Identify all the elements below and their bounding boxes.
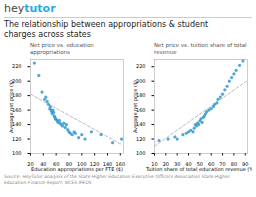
svg-text:Average net price ($): Average net price ($) (132, 80, 139, 133)
svg-text:220: 220 (136, 63, 146, 69)
svg-text:60: 60 (208, 161, 215, 168)
svg-text:10: 10 (151, 161, 158, 168)
html-text:charges across states: charges across states (4, 29, 91, 39)
svg-text:Tuition share of total educati: Tuition share of total education revenue… (145, 166, 252, 172)
svg-text:200: 200 (136, 77, 146, 84)
svg-text:70: 70 (219, 161, 226, 168)
svg-text:Education appropriations per F: Education appropriations per FTE ($) (31, 166, 123, 173)
svg-text:120: 120 (136, 136, 146, 142)
svg-text:Average net price ($): Average net price ($) (8, 80, 15, 133)
svg-text:200: 200 (12, 77, 22, 84)
svg-text:220: 220 (12, 63, 22, 69)
html-text:100 120 140 160: 100 120 140 160 (77, 161, 126, 168)
svg-text:40: 40 (185, 161, 192, 168)
svg-text:140: 140 (12, 121, 22, 128)
svg-text:180: 180 (136, 92, 146, 99)
svg-text:180: 180 (12, 92, 22, 99)
svg-text:100: 100 (136, 150, 146, 156)
svg-text:100: 100 (12, 150, 22, 156)
svg-text:160: 160 (12, 106, 22, 113)
svg-text:140: 140 (136, 121, 146, 128)
svg-text:60: 60 (53, 161, 60, 168)
svg-text:120: 120 (12, 136, 22, 142)
html-text:Net price vs. tuition share of: Net price vs. tuition share of total rev… (154, 42, 247, 55)
svg-text:160: 160 (136, 106, 146, 113)
svg-text:30: 30 (174, 161, 181, 168)
svg-text:50: 50 (196, 161, 204, 168)
svg-text:40: 40 (40, 161, 47, 168)
html-text:hey tutor: hey tutor (4, 2, 56, 15)
svg-text:80: 80 (230, 161, 238, 168)
html-text:Net price vs. education approp: Net price vs. education appropriations (30, 42, 94, 55)
svg-text:20: 20 (162, 161, 169, 168)
svg-text:80: 80 (65, 161, 73, 168)
html-text:Source: HeyTutor analysis of t: Source: HeyTutor analysis of the State H… (4, 174, 230, 185)
svg-text:90: 90 (242, 161, 249, 168)
svg-text:20: 20 (27, 161, 34, 168)
html-text:The relationship between appro: The relationship between appropriations … (4, 20, 209, 29)
